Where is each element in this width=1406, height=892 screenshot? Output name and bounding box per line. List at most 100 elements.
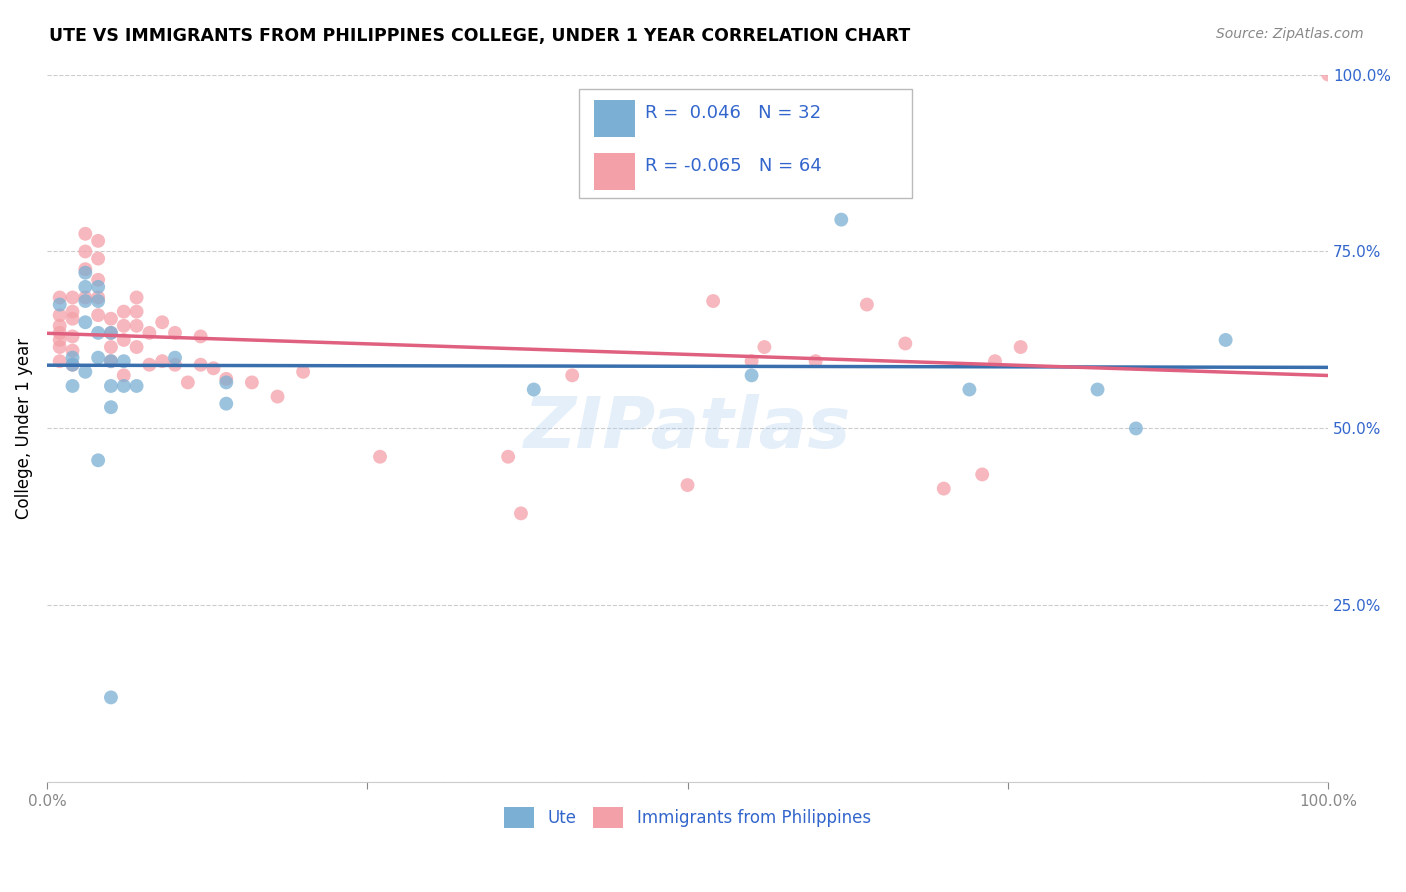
Point [87,273,110,287]
Point [1317,68,1340,82]
Point [100,379,122,393]
Point [87,326,110,340]
Point [75,244,97,259]
Point [62,358,84,372]
Point [125,340,148,354]
Point [100,340,122,354]
Point [75,262,97,277]
Point [856,297,879,311]
Point [62,351,84,365]
Point [62,304,84,318]
Point [266,390,288,404]
Point [1010,340,1032,354]
Point [523,383,546,397]
Point [163,326,186,340]
Point [100,354,122,368]
Point [112,354,135,368]
Y-axis label: College, Under 1 year: College, Under 1 year [15,338,32,519]
Point [984,354,1007,368]
Point [190,329,212,343]
Point [48,291,70,305]
Point [87,291,110,305]
Point [100,326,122,340]
Point [87,351,110,365]
Point [62,311,84,326]
Point [240,376,263,390]
Point [48,318,70,333]
Point [138,358,160,372]
Point [62,291,84,305]
FancyBboxPatch shape [579,88,911,198]
Point [1087,383,1109,397]
Point [48,297,70,311]
Point [75,266,97,280]
Point [48,333,70,347]
Point [215,376,238,390]
Point [957,383,980,397]
Point [741,368,763,383]
Point [163,351,186,365]
Text: R =  0.046   N = 32: R = 0.046 N = 32 [645,104,821,122]
Point [48,326,70,340]
Point [62,343,84,358]
Point [112,379,135,393]
Point [112,368,135,383]
Point [190,358,212,372]
Point [125,304,148,318]
Point [702,293,724,308]
Point [62,329,84,343]
Point [754,340,776,354]
Legend: Ute, Immigrants from Philippines: Ute, Immigrants from Philippines [498,800,877,834]
Point [100,354,122,368]
Point [62,358,84,372]
Point [87,453,110,467]
Point [100,311,122,326]
Point [150,315,173,329]
Point [75,280,97,294]
Point [804,354,827,368]
Point [48,340,70,354]
FancyBboxPatch shape [593,100,636,136]
Text: Source: ZipAtlas.com: Source: ZipAtlas.com [1216,27,1364,41]
Point [676,478,699,492]
Point [150,354,173,368]
Point [972,467,994,482]
Point [100,326,122,340]
Point [125,318,148,333]
Point [87,308,110,322]
Point [75,291,97,305]
Point [1215,333,1237,347]
Point [75,227,97,241]
Point [830,212,852,227]
Point [112,304,135,318]
Point [48,308,70,322]
Point [87,234,110,248]
Point [510,507,533,521]
Point [561,368,583,383]
Point [112,318,135,333]
Point [87,252,110,266]
Point [75,365,97,379]
Point [125,291,148,305]
Point [62,379,84,393]
Point [87,293,110,308]
Point [112,333,135,347]
Point [215,397,238,411]
Point [1125,421,1147,435]
Point [100,690,122,705]
Point [894,336,917,351]
Point [87,280,110,294]
Point [215,372,238,386]
FancyBboxPatch shape [593,153,636,190]
Text: UTE VS IMMIGRANTS FROM PHILIPPINES COLLEGE, UNDER 1 YEAR CORRELATION CHART: UTE VS IMMIGRANTS FROM PHILIPPINES COLLE… [49,27,911,45]
Point [75,315,97,329]
Point [177,376,200,390]
Point [138,326,160,340]
Point [741,354,763,368]
Point [48,354,70,368]
Point [75,293,97,308]
Point [100,401,122,415]
Point [368,450,391,464]
Text: ZIPatlas: ZIPatlas [524,394,851,463]
Point [496,450,519,464]
